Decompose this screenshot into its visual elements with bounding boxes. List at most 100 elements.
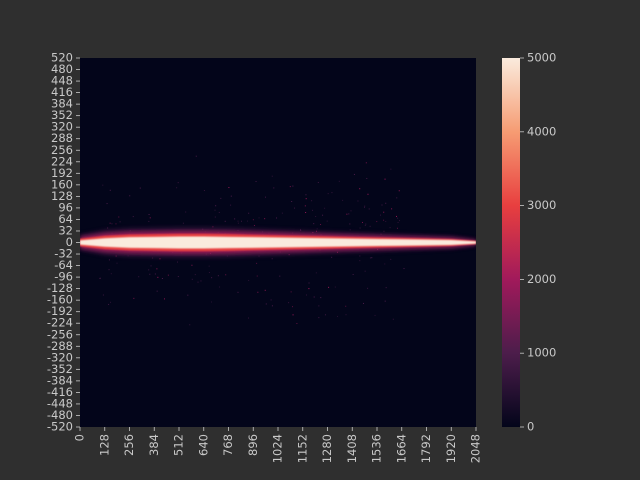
noise-pixel — [383, 211, 385, 213]
noise-pixel — [214, 209, 216, 211]
noise-pixel — [191, 264, 193, 266]
noise-pixel — [108, 303, 110, 305]
noise-pixel — [345, 305, 347, 307]
noise-pixel — [200, 280, 202, 282]
noise-pixel — [331, 256, 333, 258]
noise-pixel — [384, 300, 386, 302]
noise-pixel — [399, 220, 401, 222]
noise-pixel — [299, 228, 301, 230]
noise-pixel — [111, 223, 113, 225]
noise-pixel — [109, 301, 111, 303]
y-tick-label: 520 — [51, 51, 73, 65]
noise-pixel — [133, 297, 135, 299]
noise-pixel — [132, 216, 134, 218]
noise-pixel — [311, 200, 313, 202]
noise-pixel — [288, 302, 290, 304]
x-tick-label: 512 — [172, 434, 186, 456]
noise-pixel — [365, 162, 367, 164]
y-tick-label: 288 — [51, 131, 73, 145]
noise-pixel — [326, 220, 328, 222]
noise-pixel — [185, 211, 187, 213]
x-tick-label: 896 — [246, 434, 260, 456]
noise-pixel — [396, 227, 398, 229]
x-tick-label: 640 — [196, 434, 210, 456]
noise-pixel — [182, 222, 184, 224]
noise-pixel — [110, 273, 112, 275]
noise-pixel — [194, 274, 196, 276]
noise-pixel — [384, 263, 386, 265]
noise-pixel — [304, 205, 306, 207]
noise-pixel — [312, 209, 314, 211]
colorbar-tick-label: 1000 — [527, 346, 556, 360]
noise-pixel — [210, 301, 212, 303]
noise-pixel — [359, 255, 361, 257]
noise-pixel — [361, 221, 363, 223]
x-tick-label: 256 — [122, 434, 136, 456]
noise-pixel — [167, 274, 169, 276]
noise-pixel — [276, 217, 278, 219]
noise-pixel — [389, 227, 391, 229]
noise-pixel — [237, 220, 239, 222]
noise-pixel — [313, 223, 315, 225]
noise-pixel — [203, 189, 205, 191]
noise-pixel — [264, 218, 266, 220]
noise-pixel — [328, 286, 330, 288]
noise-pixel — [349, 223, 351, 225]
noise-pixel — [211, 277, 213, 279]
noise-pixel — [253, 224, 255, 226]
y-tick-label: 224 — [51, 154, 73, 168]
y-tick-label: -520 — [47, 420, 73, 434]
noise-pixel — [157, 276, 159, 278]
noise-pixel — [385, 220, 387, 222]
noise-pixel — [129, 195, 131, 197]
noise-pixel — [305, 212, 307, 214]
noise-pixel — [224, 220, 226, 222]
noise-pixel — [357, 200, 359, 202]
noise-pixel — [320, 223, 322, 225]
noise-pixel — [324, 314, 326, 316]
noise-pixel — [161, 277, 163, 279]
x-tick-label: 1920 — [444, 434, 458, 463]
noise-pixel — [220, 197, 222, 199]
noise-pixel — [305, 198, 307, 200]
noise-pixel — [359, 188, 361, 190]
noise-pixel — [383, 230, 385, 232]
noise-pixel — [265, 303, 267, 305]
noise-pixel — [390, 258, 392, 260]
noise-pixel — [292, 314, 294, 316]
noise-pixel — [150, 265, 152, 267]
noise-pixel — [352, 274, 354, 276]
noise-pixel — [294, 207, 296, 209]
noise-pixel — [208, 271, 210, 273]
y-tick-label: -96 — [54, 270, 73, 284]
noise-pixel — [397, 221, 399, 223]
noise-pixel — [109, 189, 111, 191]
noise-pixel — [353, 173, 355, 175]
colorbar-tick-label: 0 — [527, 420, 534, 434]
noise-pixel — [149, 217, 151, 219]
noise-pixel — [397, 217, 399, 219]
colorbar-tick-label: 2000 — [527, 272, 556, 286]
noise-pixel — [118, 216, 120, 218]
y-axis: 5204804484163843523202882562241921601289… — [47, 51, 80, 434]
y-tick-label: 192 — [51, 166, 73, 180]
y-tick-label: -480 — [47, 408, 73, 422]
noise-pixel — [281, 212, 283, 214]
noise-pixel — [176, 187, 178, 189]
x-tick-label: 1536 — [370, 434, 384, 463]
noise-pixel — [318, 305, 320, 307]
noise-pixel — [177, 261, 179, 263]
noise-pixel — [289, 186, 291, 188]
y-tick-label: -224 — [47, 316, 73, 330]
x-axis: 0 128 256 384 512 640 768 896 1024 1152 1280 1408 15… — [73, 427, 483, 463]
noise-pixel — [187, 294, 189, 296]
colorbar: 0 1000 2000 3000 4000 5000 — [502, 51, 556, 434]
noise-pixel — [369, 225, 371, 227]
noise-pixel — [371, 257, 373, 259]
y-tick-label: 352 — [51, 108, 73, 122]
noise-pixel — [359, 227, 361, 229]
noise-pixel — [217, 275, 219, 277]
colorbar-tick-label: 3000 — [527, 198, 556, 212]
y-tick-label: -416 — [47, 385, 73, 399]
y-tick-label: -32 — [54, 247, 73, 261]
